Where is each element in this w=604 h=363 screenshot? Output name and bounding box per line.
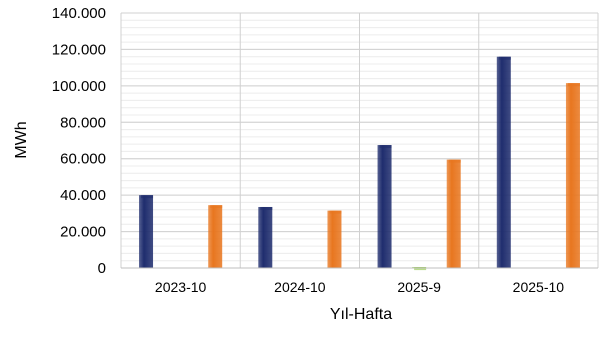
bar-top — [379, 145, 392, 149]
y-tick-label: 100.000 — [52, 78, 106, 95]
x-tick-label: 2025-10 — [513, 279, 565, 295]
bar — [496, 56, 511, 268]
y-tick-label: 120.000 — [52, 41, 106, 58]
y-tick-label: 140.000 — [52, 5, 106, 22]
bar-top — [448, 159, 461, 163]
bar-top — [210, 205, 223, 209]
y-tick-label: 0 — [98, 260, 106, 277]
bar — [139, 195, 154, 268]
bar-top — [329, 210, 342, 214]
bar — [565, 83, 580, 268]
bar-top — [498, 56, 511, 60]
bar-top — [260, 206, 273, 210]
bar-top — [567, 83, 580, 87]
x-axis-title: Yıl-Hafta — [330, 306, 392, 323]
y-axis-title: MWh — [13, 121, 30, 158]
y-tick-label: 60.000 — [60, 151, 106, 168]
grid — [120, 12, 599, 269]
bar — [377, 145, 392, 268]
bars — [139, 56, 580, 271]
y-tick-label: 80.000 — [60, 114, 106, 131]
y-tick-label: 40.000 — [60, 187, 106, 204]
bar — [208, 205, 223, 268]
y-tick-label: 20.000 — [60, 224, 106, 241]
axes: 0 20.000 40.000 60.000 80.000 100.000 120.000 1… — [52, 5, 598, 295]
bar — [446, 159, 461, 268]
x-tick-label: 2025-9 — [397, 279, 441, 295]
x-tick-label: 2023-10 — [155, 279, 207, 295]
bar-top — [141, 195, 154, 199]
x-tick-label: 2024-10 — [274, 279, 326, 295]
bar — [327, 210, 342, 268]
bar-top — [414, 267, 427, 271]
bar — [258, 206, 273, 268]
